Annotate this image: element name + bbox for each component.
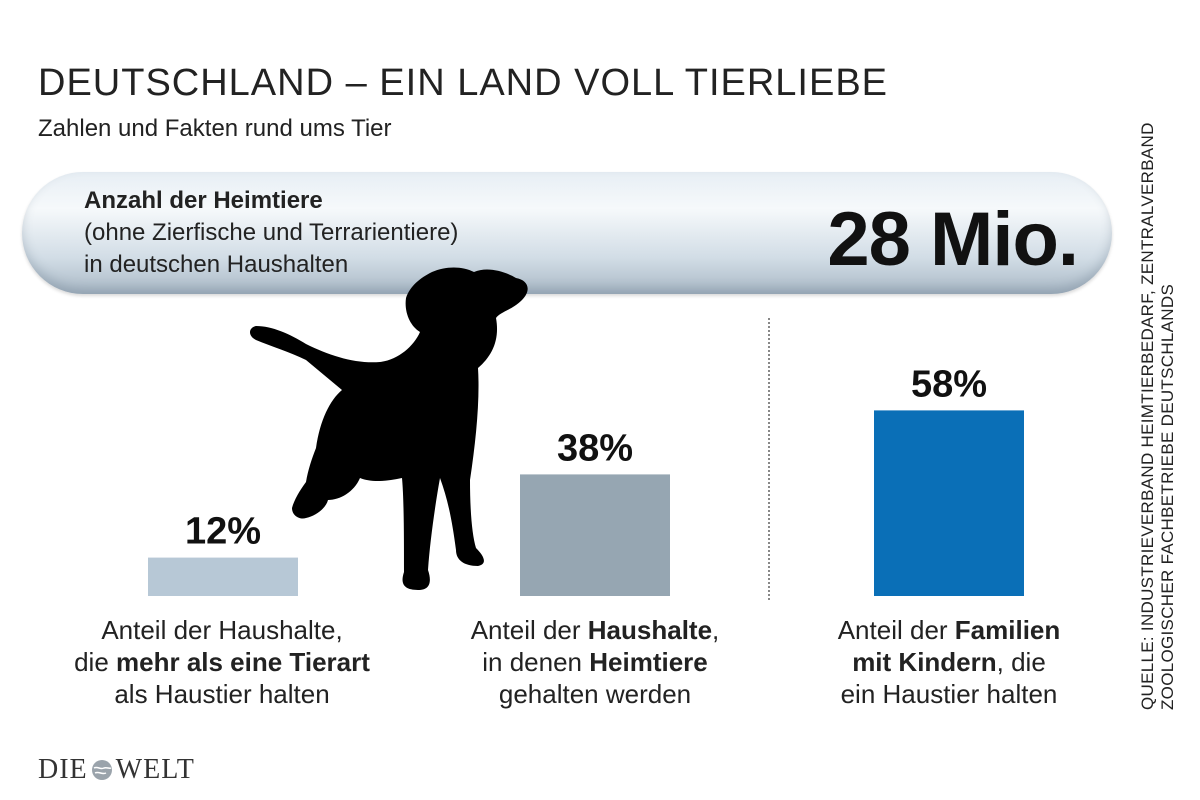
bar-1-value-label: 12% [185,511,261,553]
caption-3: Anteil der Familien mit Kindern, die ein… [789,614,1109,710]
page-subtitle: Zahlen und Fakten rund ums Tier [38,115,392,142]
caption-2-line2-bold: Heimtiere [589,647,708,677]
caption-3-line2-bold: mit Kindern [852,647,997,677]
caption-3-line1: Anteil der Familien [789,614,1109,646]
page-title: DEUTSCHLAND – EIN LAND VOLL TIERLIEBE [38,62,889,104]
caption-1-line2: die mehr als eine Tierart [62,646,382,678]
logo-text-right: WELT [115,754,195,785]
caption-2-line1-post: , [712,615,720,645]
die-welt-logo: DIE WELT [38,754,195,786]
logo-text-left: DIE [38,754,88,785]
dog-silhouette-icon [250,267,528,590]
stat-banner-label: Anzahl der Heimtiere (ohne Zierfische un… [84,185,458,281]
caption-1-line3: als Haustier halten [114,679,330,709]
banner-label-bold: Anzahl der Heimtiere [84,187,323,214]
caption-2-line1: Anteil der Haushalte, [435,614,755,646]
caption-3-line3: ein Haustier halten [840,679,1058,709]
stat-banner-value: 28 Mio. [827,197,1079,282]
caption-1-line1: Anteil der Haushalte, [101,615,343,645]
caption-2-line2-pre: in denen [482,647,590,677]
caption-2-line2: in denen Heimtiere [435,646,755,678]
caption-2-line1-bold: Haushalte [587,615,713,645]
section-divider [768,318,770,600]
caption-3-line1-bold: Familien [954,615,1061,645]
caption-3-line2-post: , die [996,647,1046,677]
caption-3-line1-pre: Anteil der [837,615,955,645]
bar-2-value-label: 38% [557,427,633,469]
caption-1: Anteil der Haushalte, die mehr als eine … [62,614,382,710]
bar-2 [520,474,670,596]
caption-3-line2: mit Kindern, die [789,646,1109,678]
stat-banner [22,172,1112,294]
bar-3-value-label: 58% [911,363,987,405]
banner-label-line2: (ohne Zierfische und Terrarientiere) [84,219,459,246]
banner-label-line3: in deutschen Haushalten [84,251,349,278]
caption-1-line2-bold: mehr als eine Tierart [116,647,370,677]
caption-2-line1-pre: Anteil der [470,615,588,645]
bar-3 [874,410,1024,596]
caption-2: Anteil der Haushalte, in denen Heimtiere… [435,614,755,710]
caption-1-line2-pre: die [74,647,117,677]
bar-1 [148,557,298,596]
source-note: QUELLE: INDUSTRIEVERBAND HEIMTIERBEDARF,… [1138,122,1177,710]
globe-icon [91,760,112,780]
caption-2-line3: gehalten werden [498,679,692,709]
